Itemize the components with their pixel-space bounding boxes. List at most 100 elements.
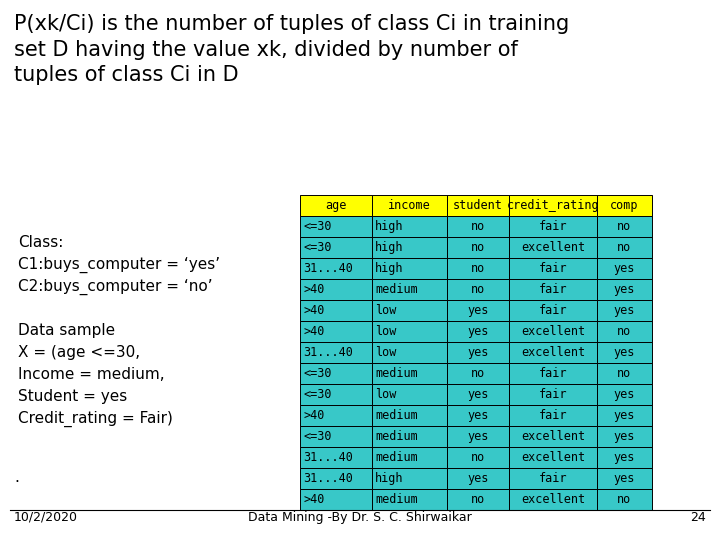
Bar — [509, 321, 597, 342]
Bar — [597, 447, 652, 468]
Bar — [447, 300, 509, 321]
Text: 31...40: 31...40 — [303, 262, 353, 275]
Text: yes: yes — [614, 409, 635, 422]
Bar — [300, 321, 372, 342]
Text: credit_rating: credit_rating — [507, 199, 599, 212]
Bar — [372, 216, 447, 237]
Text: no: no — [471, 262, 485, 275]
Bar — [597, 342, 652, 363]
Bar — [447, 384, 509, 405]
Bar — [300, 342, 372, 363]
Text: yes: yes — [614, 304, 635, 317]
Text: excellent: excellent — [521, 241, 585, 254]
Bar — [509, 279, 597, 300]
Text: no: no — [471, 451, 485, 464]
Text: yes: yes — [467, 409, 489, 422]
Bar — [300, 447, 372, 468]
Text: no: no — [471, 367, 485, 380]
Text: high: high — [375, 220, 403, 233]
Text: yes: yes — [614, 472, 635, 485]
Text: no: no — [617, 493, 631, 506]
Text: yes: yes — [614, 451, 635, 464]
Bar — [447, 489, 509, 510]
Bar — [597, 300, 652, 321]
Text: Credit_rating = Fair): Credit_rating = Fair) — [18, 411, 173, 427]
Text: 24: 24 — [690, 511, 706, 524]
Text: yes: yes — [614, 346, 635, 359]
Bar — [300, 384, 372, 405]
Bar — [300, 468, 372, 489]
Text: fair: fair — [539, 220, 567, 233]
Text: <=30: <=30 — [303, 430, 331, 443]
Text: high: high — [375, 262, 403, 275]
Text: medium: medium — [375, 430, 418, 443]
Text: low: low — [375, 388, 397, 401]
Text: low: low — [375, 346, 397, 359]
Text: .: . — [14, 470, 19, 485]
Bar — [372, 300, 447, 321]
Bar — [597, 426, 652, 447]
Bar — [300, 489, 372, 510]
Text: yes: yes — [467, 325, 489, 338]
Text: yes: yes — [467, 388, 489, 401]
Text: >40: >40 — [303, 283, 325, 296]
Text: age: age — [325, 199, 347, 212]
Bar — [509, 195, 597, 216]
Text: medium: medium — [375, 367, 418, 380]
Text: 31...40: 31...40 — [303, 472, 353, 485]
Text: fair: fair — [539, 283, 567, 296]
Bar — [300, 258, 372, 279]
Text: medium: medium — [375, 451, 418, 464]
Text: yes: yes — [614, 283, 635, 296]
Text: low: low — [375, 304, 397, 317]
Bar — [372, 237, 447, 258]
Bar — [597, 258, 652, 279]
Text: excellent: excellent — [521, 451, 585, 464]
Bar — [300, 426, 372, 447]
Text: fair: fair — [539, 304, 567, 317]
Text: no: no — [471, 220, 485, 233]
Bar — [597, 363, 652, 384]
Text: >40: >40 — [303, 304, 325, 317]
Bar — [372, 384, 447, 405]
Text: >40: >40 — [303, 409, 325, 422]
Bar — [300, 237, 372, 258]
Text: 31...40: 31...40 — [303, 346, 353, 359]
Text: student: student — [453, 199, 503, 212]
Bar — [300, 405, 372, 426]
Text: fair: fair — [539, 388, 567, 401]
Text: <=30: <=30 — [303, 388, 331, 401]
Bar — [509, 447, 597, 468]
Bar — [597, 216, 652, 237]
Text: medium: medium — [375, 493, 418, 506]
Bar — [372, 426, 447, 447]
Text: P(xk/Ci) is the number of tuples of class Ci in training
set D having the value : P(xk/Ci) is the number of tuples of clas… — [14, 14, 570, 85]
Text: no: no — [617, 367, 631, 380]
Text: excellent: excellent — [521, 430, 585, 443]
Text: no: no — [617, 220, 631, 233]
Bar — [597, 405, 652, 426]
Bar — [447, 321, 509, 342]
Text: yes: yes — [467, 346, 489, 359]
Text: no: no — [471, 283, 485, 296]
Text: income: income — [388, 199, 431, 212]
Text: yes: yes — [467, 304, 489, 317]
Text: yes: yes — [614, 430, 635, 443]
Bar — [372, 195, 447, 216]
Bar — [372, 258, 447, 279]
Text: yes: yes — [614, 262, 635, 275]
Bar — [447, 237, 509, 258]
Text: no: no — [471, 493, 485, 506]
Bar — [597, 468, 652, 489]
Bar — [509, 216, 597, 237]
Text: Student = yes: Student = yes — [18, 389, 127, 404]
Bar — [372, 279, 447, 300]
Bar — [300, 300, 372, 321]
Text: 31...40: 31...40 — [303, 451, 353, 464]
Text: fair: fair — [539, 409, 567, 422]
Bar — [372, 363, 447, 384]
Bar — [447, 363, 509, 384]
Text: low: low — [375, 325, 397, 338]
Text: C1:buys_computer = ‘yes’: C1:buys_computer = ‘yes’ — [18, 257, 220, 273]
Bar — [509, 342, 597, 363]
